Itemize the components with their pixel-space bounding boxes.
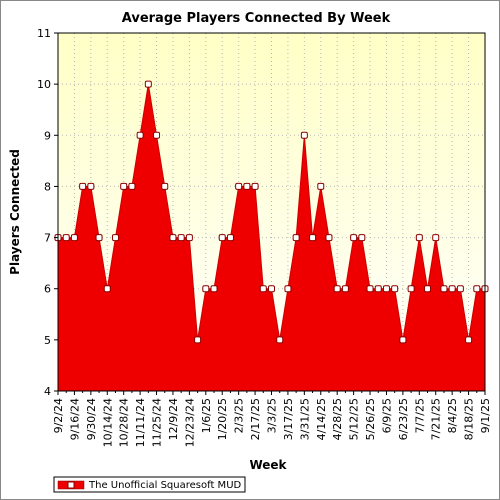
- x-tick-label: 6/9/25: [380, 398, 393, 433]
- y-tick-label: 4: [44, 385, 51, 398]
- x-tick-label: 2/17/25: [249, 398, 262, 440]
- data-point: [153, 131, 161, 139]
- x-tick-label: 1/20/25: [216, 398, 229, 440]
- data-point: [210, 285, 218, 293]
- data-point: [456, 285, 464, 293]
- x-tick-label: 9/30/24: [85, 398, 98, 440]
- data-point: [235, 182, 243, 190]
- data-point: [144, 80, 152, 88]
- x-tick-label: 5/26/25: [364, 398, 377, 440]
- legend-marker: [67, 481, 75, 489]
- y-tick-label: 5: [44, 334, 51, 347]
- data-point: [292, 234, 300, 242]
- x-axis-title: Week: [249, 458, 287, 472]
- data-point: [415, 234, 423, 242]
- data-point: [300, 131, 308, 139]
- legend-box: [53, 476, 246, 493]
- x-tick-label: 8/18/25: [463, 398, 476, 440]
- data-point: [218, 234, 226, 242]
- x-tick-label: 12/9/24: [167, 398, 180, 440]
- data-point: [259, 285, 267, 293]
- data-point: [358, 234, 366, 242]
- data-point: [432, 234, 440, 242]
- y-tick-label: 10: [37, 78, 51, 91]
- data-point: [251, 182, 259, 190]
- x-tick-label: 12/23/24: [183, 398, 196, 447]
- data-point: [325, 234, 333, 242]
- y-axis-title: Players Connected: [8, 149, 22, 275]
- data-point: [276, 336, 284, 344]
- data-point: [87, 182, 95, 190]
- data-point: [374, 285, 382, 293]
- data-point: [128, 182, 136, 190]
- x-tick-label: 1/6/25: [200, 398, 213, 433]
- x-tick-label: 7/21/25: [430, 398, 443, 440]
- y-tick-label: 9: [44, 129, 51, 142]
- data-point: [391, 285, 399, 293]
- data-point: [226, 234, 234, 242]
- x-tick-label: 6/23/25: [397, 398, 410, 440]
- data-point: [111, 234, 119, 242]
- data-point: [350, 234, 358, 242]
- data-point: [333, 285, 341, 293]
- data-point: [465, 336, 473, 344]
- data-point: [309, 234, 317, 242]
- y-axis: 4 5 6 7 8 9 10 11: [37, 27, 58, 398]
- x-tick-label: 9/16/24: [68, 398, 81, 440]
- data-point: [62, 234, 70, 242]
- x-tick-label: 8/4/25: [446, 398, 459, 433]
- data-point: [341, 285, 349, 293]
- data-point: [317, 182, 325, 190]
- x-tick-label: 3/31/25: [298, 398, 311, 440]
- data-point: [399, 336, 407, 344]
- data-point: [473, 285, 481, 293]
- x-tick-label: 10/14/24: [101, 398, 114, 447]
- x-tick-label: 2/3/25: [233, 398, 246, 433]
- data-point: [103, 285, 111, 293]
- data-point: [161, 182, 169, 190]
- data-point: [136, 131, 144, 139]
- data-point: [79, 182, 87, 190]
- legend-label: The Unofficial Squaresoft MUD: [88, 480, 242, 491]
- x-tick-label: 4/28/25: [331, 398, 344, 440]
- data-point: [243, 182, 251, 190]
- series-area: [58, 84, 485, 391]
- data-point: [424, 285, 432, 293]
- data-point: [169, 234, 177, 242]
- y-tick-label: 6: [44, 283, 51, 296]
- data-point: [407, 285, 415, 293]
- chart-title: Average Players Connected By Week: [122, 11, 391, 26]
- data-point: [284, 285, 292, 293]
- data-point: [70, 234, 78, 242]
- x-tick-label: 4/14/25: [315, 398, 328, 440]
- data-point: [366, 285, 374, 293]
- x-tick-label: 5/12/25: [348, 398, 361, 440]
- x-tick-label: 3/3/25: [266, 398, 279, 433]
- x-tick-label: 3/17/25: [282, 398, 295, 440]
- data-point: [120, 182, 128, 190]
- y-tick-label: 11: [37, 27, 51, 40]
- x-tick-label: 11/11/24: [134, 398, 147, 447]
- x-tick-label: 9/2/24: [52, 398, 65, 433]
- x-tick-label: 7/7/25: [413, 398, 426, 433]
- y-tick-label: 8: [44, 180, 51, 193]
- data-point: [382, 285, 390, 293]
- x-tick-label: 10/28/24: [118, 398, 131, 447]
- data-point: [95, 234, 103, 242]
- data-point: [440, 285, 448, 293]
- x-tick-label: 11/25/24: [151, 398, 164, 447]
- legend: The Unofficial Squaresoft MUD: [53, 476, 246, 493]
- y-tick-label: 7: [44, 232, 51, 245]
- data-point: [268, 285, 275, 293]
- data-point: [448, 285, 456, 293]
- data-point: [185, 234, 193, 242]
- marker-layer: [54, 80, 489, 344]
- data-point: [194, 336, 202, 344]
- data-point: [177, 234, 185, 242]
- x-tick-label: 9/1/25: [479, 398, 492, 433]
- data-point: [202, 285, 210, 293]
- x-axis: 9/2/24 9/16/24 9/30/24 10/14/24 10/28/24 11/1…: [52, 391, 492, 447]
